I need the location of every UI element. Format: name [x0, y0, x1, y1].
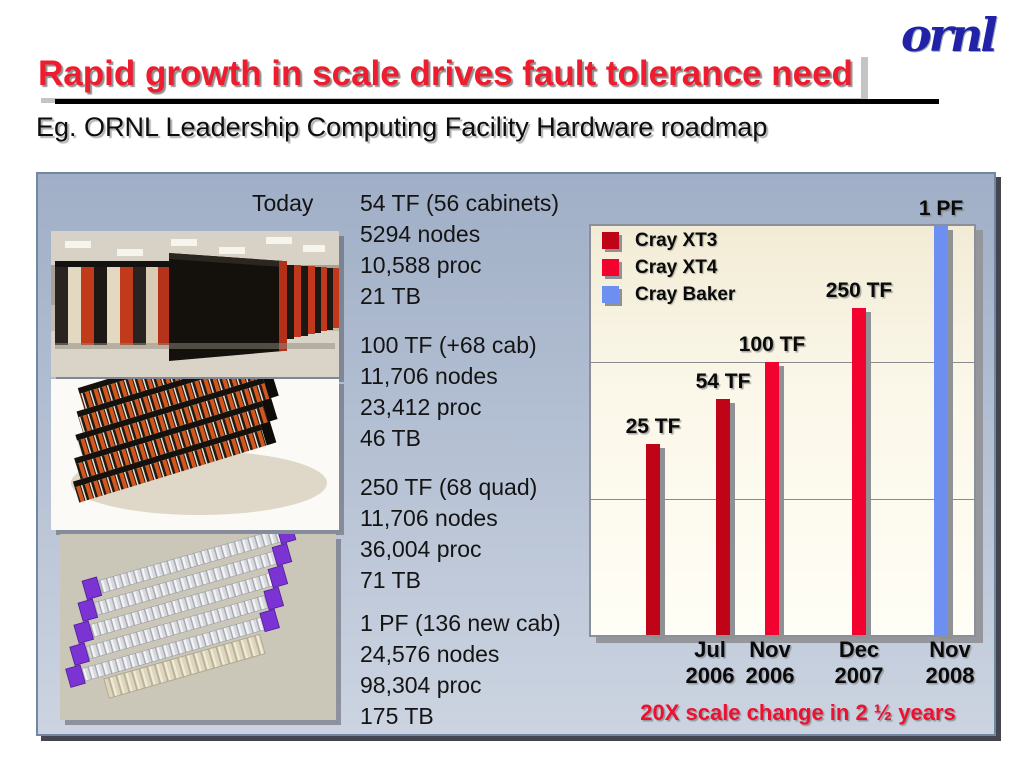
bar-value-label: 1 PF	[918, 197, 964, 220]
chart-footnote: 20X scale change in 2 ½ years	[640, 700, 956, 725]
cray-xt3-machine-room-photo	[51, 231, 339, 377]
legend-label: Cray XT4	[635, 257, 718, 278]
bar-100-tf	[765, 362, 779, 635]
spec-block: 100 TF (+68 cab) 11,706 nodes 23,412 pro…	[360, 332, 537, 451]
bar-250-tf	[852, 308, 866, 635]
spec-block: 250 TF (68 quad) 11,706 nodes 36,004 pro…	[360, 474, 538, 593]
date-label: Nov 2008	[925, 637, 975, 688]
legend-swatch-icon	[602, 259, 619, 276]
gridline-100-tf	[591, 362, 974, 364]
legend-swatch-icon	[602, 232, 619, 249]
legend-row: Cray XT4	[591, 257, 974, 283]
date-label: Jul 2006	[685, 637, 735, 688]
legend-swatch-icon	[602, 286, 619, 303]
gridline-10-tf	[591, 498, 974, 500]
bar-value-label: 54 TF	[695, 369, 751, 393]
bar-1-pf	[934, 226, 948, 635]
spec-block: 1 PF (136 new cab) 24,576 nodes 98,304 p…	[360, 610, 561, 729]
ornl-logo: ornl	[901, 8, 998, 62]
today-label: Today	[252, 190, 314, 216]
slide-subtitle: Eg. ORNL Leadership Computing Facility H…	[36, 112, 768, 142]
content-panel: Today	[36, 172, 996, 736]
legend-label: Cray Baker	[635, 284, 736, 305]
legend-label: Cray XT3	[635, 230, 718, 251]
bar-25-tf	[646, 444, 660, 635]
cray-xt4-render	[51, 379, 339, 530]
date-label: Nov 2006	[745, 637, 795, 688]
bar-value-label: 25 TF	[625, 415, 681, 439]
bar-54-tf	[716, 398, 730, 635]
bar-value-label: 250 TF	[825, 279, 893, 303]
title-underline	[55, 99, 939, 104]
legend-row: Cray Baker	[591, 284, 974, 310]
cray-baker-render	[60, 534, 336, 720]
slide-title: Rapid growth in scale drives fault toler…	[34, 52, 861, 98]
legend-row: Cray XT3	[591, 230, 974, 256]
chart-plot: 25 TF 54 TF 100 TF 250 TF 1 PF Cray XT3 Cray X…	[589, 197, 976, 637]
bar-value-label: 100 TF	[738, 333, 806, 357]
date-label: Dec 2007	[834, 637, 884, 688]
spec-block: 54 TF (56 cabinets) 5294 nodes 10,588 pr…	[360, 190, 560, 309]
